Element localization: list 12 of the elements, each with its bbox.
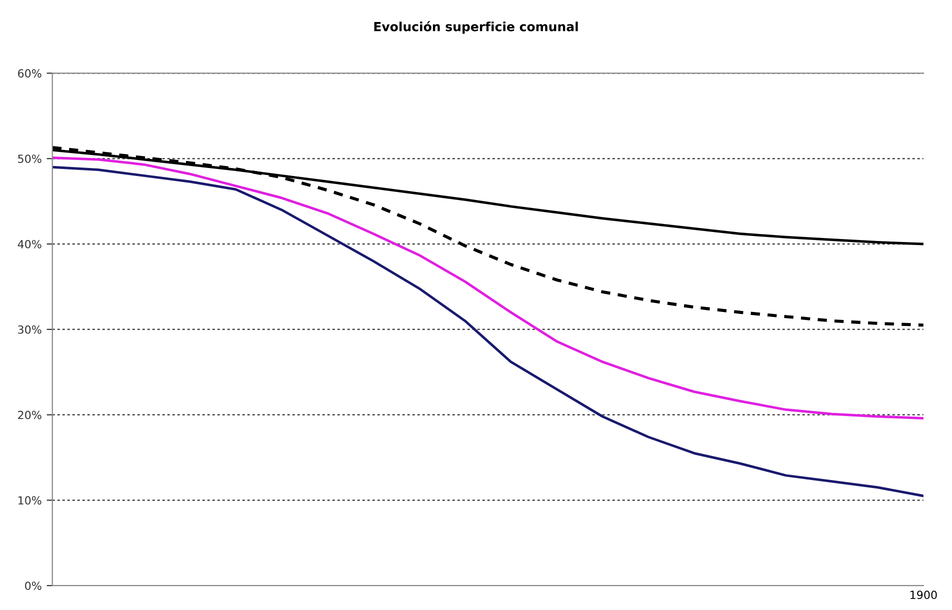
y-tick-label: 20% (18, 410, 42, 420)
line-series (52, 156, 924, 420)
line-series (52, 146, 924, 327)
y-tick-label: 50% (18, 154, 42, 163)
x-tick-label: 1900 (910, 590, 937, 600)
y-tick-label: 10% (18, 496, 42, 505)
y-tick-label: 40% (18, 240, 42, 248)
y-tick-label: 0% (25, 582, 42, 590)
chart-title: Evolución superficie comunal (374, 21, 578, 34)
y-tick-label: 30% (18, 325, 42, 334)
line-series (52, 166, 924, 498)
y-tick-label: 60% (18, 69, 42, 78)
